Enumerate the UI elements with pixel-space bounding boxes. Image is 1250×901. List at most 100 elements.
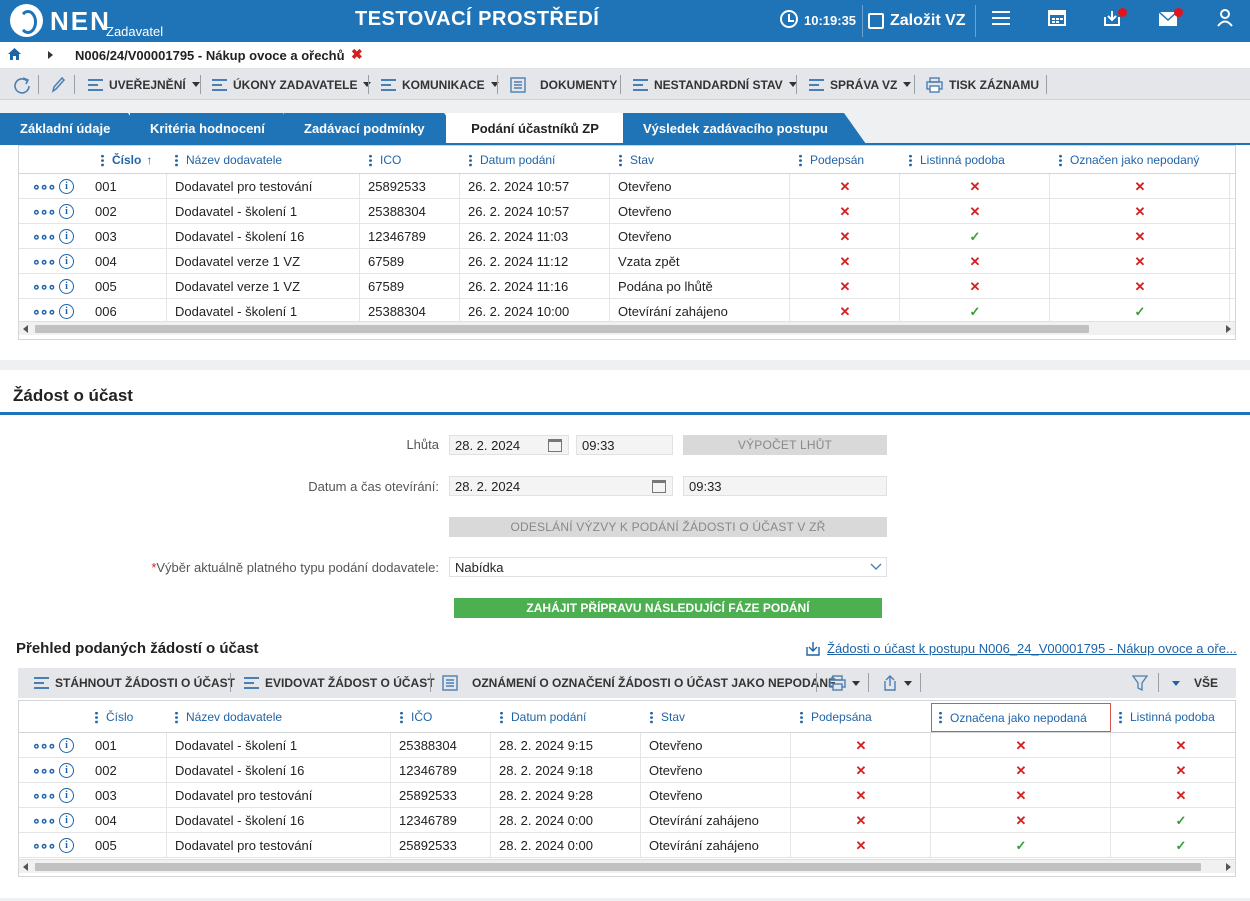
more-options-icon[interactable]: ∘∘∘ bbox=[32, 228, 56, 244]
more-options-icon[interactable]: ∘∘∘ bbox=[32, 253, 56, 269]
komunikace-menu[interactable]: KOMUNIKACE bbox=[381, 69, 499, 100]
col-stav[interactable]: Stav bbox=[619, 146, 654, 174]
logo-text[interactable]: NEN bbox=[50, 6, 111, 36]
scroll-left-icon[interactable] bbox=[23, 325, 28, 333]
table-row[interactable]: ∘∘∘ i 003 Dodavatel pro testování 25892533 28… bbox=[19, 783, 1235, 808]
user-icon[interactable] bbox=[1214, 9, 1236, 31]
scroll-right-icon[interactable] bbox=[1226, 863, 1231, 871]
info-icon[interactable]: i bbox=[59, 304, 74, 319]
col-podepsan[interactable]: Podepsán bbox=[799, 146, 864, 174]
col-cislo[interactable]: Číslo bbox=[95, 701, 133, 733]
zadosti-link[interactable]: Žádosti o účast k postupu N006_24_V00001… bbox=[827, 641, 1237, 656]
dokumenty-button[interactable]: DOKUMENTY bbox=[510, 69, 617, 100]
info-icon[interactable]: i bbox=[59, 763, 74, 778]
tab-kriteria-hodnoceni[interactable]: Kritéria hodnocení bbox=[130, 113, 305, 144]
tab-podani-ucastniku[interactable]: Podání účastníků ZP bbox=[446, 113, 624, 144]
filter-icon[interactable] bbox=[1132, 675, 1148, 691]
lhuta-time-input[interactable]: 09:33 bbox=[576, 435, 673, 455]
scroll-left-icon[interactable] bbox=[23, 863, 28, 871]
vse-menu[interactable]: VŠE bbox=[1172, 668, 1218, 698]
list-icon bbox=[244, 677, 259, 689]
home-icon[interactable] bbox=[8, 48, 21, 60]
otevirani-date-input[interactable]: 28. 2. 2024 bbox=[449, 476, 673, 496]
table-row[interactable]: ∘∘∘ i 001 Dodavatel - školení 1 25388304 28. … bbox=[19, 733, 1235, 758]
col-ico[interactable]: IČO bbox=[400, 701, 432, 733]
nen-logo-icon[interactable] bbox=[10, 4, 43, 37]
col-podepsana[interactable]: Podepsána bbox=[800, 701, 872, 733]
edit-button[interactable] bbox=[50, 69, 66, 100]
breadcrumb-item[interactable]: N006/24/V00001795 - Nákup ovoce a ořechů bbox=[75, 48, 345, 63]
more-options-icon[interactable]: ∘∘∘ bbox=[32, 203, 56, 219]
uverejneni-menu[interactable]: UVEŘEJNĚNÍ bbox=[88, 69, 200, 100]
info-icon[interactable]: i bbox=[59, 279, 74, 294]
close-icon[interactable]: ✖ bbox=[351, 46, 363, 62]
col-datum[interactable]: Datum podání bbox=[469, 146, 555, 174]
horizontal-scrollbar[interactable] bbox=[19, 859, 1235, 873]
table-row[interactable]: ∘∘∘ i 004 Dodavatel verze 1 VZ 67589 26. 2. 2… bbox=[19, 249, 1235, 274]
col-ico[interactable]: ICO bbox=[369, 146, 401, 174]
tisk-zaznamu-button[interactable]: TISK ZÁZNAMU bbox=[926, 69, 1039, 100]
vyber-typ-select[interactable]: Nabídka bbox=[449, 557, 887, 577]
table-row[interactable]: ∘∘∘ i 001 Dodavatel pro testování 25892533 26… bbox=[19, 174, 1235, 199]
info-icon[interactable]: i bbox=[59, 738, 74, 753]
info-icon[interactable]: i bbox=[59, 179, 74, 194]
more-options-icon[interactable]: ∘∘∘ bbox=[32, 737, 56, 753]
info-icon[interactable]: i bbox=[59, 254, 74, 269]
info-icon[interactable]: i bbox=[59, 204, 74, 219]
export-menu[interactable] bbox=[882, 668, 912, 698]
col-oznacena[interactable]: Označena jako nepodaná bbox=[931, 703, 1111, 732]
odeslani-vyzvy-button[interactable]: ODESLÁNÍ VÝZVY K PODÁNÍ ŽÁDOSTI O ÚČAST … bbox=[449, 517, 887, 537]
more-options-icon[interactable]: ∘∘∘ bbox=[32, 762, 56, 778]
scroll-right-icon[interactable] bbox=[1226, 325, 1231, 333]
col-cislo[interactable]: Číslo ↑ bbox=[101, 146, 152, 174]
tab-zakladni-udaje[interactable]: Základní údaje bbox=[0, 113, 150, 144]
calendar-icon[interactable] bbox=[1046, 9, 1068, 31]
table-row[interactable]: ∘∘∘ i 002 Dodavatel - školení 16 12346789 28.… bbox=[19, 758, 1235, 783]
tab-vysledek-zadavaciho-postupu[interactable]: Výsledek zadávacího postupu bbox=[623, 113, 866, 144]
tab-zadavaci-podminky[interactable]: Zadávací podmínky bbox=[284, 113, 466, 144]
table-row[interactable]: ∘∘∘ i 005 Dodavatel pro testování 25892533 28… bbox=[19, 833, 1235, 858]
info-icon[interactable]: i bbox=[59, 788, 74, 803]
ukony-zadavatele-menu[interactable]: ÚKONY ZADAVATELE bbox=[212, 69, 372, 100]
table-row[interactable]: ∘∘∘ i 003 Dodavatel - školení 16 12346789 26.… bbox=[19, 224, 1235, 249]
more-options-icon[interactable]: ∘∘∘ bbox=[32, 837, 56, 853]
table-row[interactable]: ∘∘∘ i 004 Dodavatel - školení 16 12346789 28.… bbox=[19, 808, 1235, 833]
calendar-icon[interactable] bbox=[548, 439, 562, 452]
scroll-thumb[interactable] bbox=[35, 325, 1089, 333]
evidovat-zadost-button[interactable]: EVIDOVAT ŽÁDOST O ÚČAST bbox=[244, 668, 435, 698]
stahnout-zadosti-button[interactable]: STÁHNOUT ŽÁDOSTI O ÚČAST bbox=[34, 668, 235, 698]
horizontal-scrollbar[interactable] bbox=[19, 321, 1235, 335]
sprava-vz-menu[interactable]: SPRÁVA VZ bbox=[809, 69, 912, 100]
more-options-icon[interactable]: ∘∘∘ bbox=[32, 278, 56, 294]
col-listinna[interactable]: Listinná podoba bbox=[1119, 701, 1215, 733]
otevirani-time-input[interactable]: 09:33 bbox=[683, 476, 887, 496]
print-menu[interactable] bbox=[829, 668, 860, 698]
zahajit-pripravu-button[interactable]: ZAHÁJIT PŘÍPRAVU NÁSLEDUJÍCÍ FÁZE PODÁNÍ bbox=[454, 598, 882, 618]
col-oznacen[interactable]: Označen jako nepodaný bbox=[1059, 146, 1199, 174]
col-nazev[interactable]: Název dodavatele bbox=[175, 146, 282, 174]
more-options-icon[interactable]: ∘∘∘ bbox=[32, 178, 56, 194]
more-options-icon[interactable]: ∘∘∘ bbox=[32, 303, 56, 319]
vypocet-lhut-button[interactable]: VÝPOČET LHŮT bbox=[683, 435, 887, 455]
table-row[interactable]: ∘∘∘ i 002 Dodavatel - školení 1 25388304 26. … bbox=[19, 199, 1235, 224]
more-options-icon[interactable]: ∘∘∘ bbox=[32, 812, 56, 828]
col-datum[interactable]: Datum podání bbox=[500, 701, 586, 733]
oznameni-button[interactable]: OZNÁMENÍ O OZNAČENÍ ŽÁDOSTI O ÚČAST JAKO… bbox=[442, 668, 836, 698]
info-icon[interactable]: i bbox=[59, 838, 74, 853]
col-nazev[interactable]: Název dodavatele bbox=[175, 701, 282, 733]
lhuta-date-input[interactable]: 28. 2. 2024 bbox=[449, 435, 569, 455]
inbox-icon[interactable] bbox=[1101, 9, 1123, 31]
table-row[interactable]: ∘∘∘ i 005 Dodavatel verze 1 VZ 67589 26. 2. 2… bbox=[19, 274, 1235, 299]
col-stav[interactable]: Stav bbox=[650, 701, 685, 733]
create-vz-button[interactable]: Založit VZ bbox=[868, 8, 966, 34]
scroll-thumb[interactable] bbox=[35, 863, 1201, 871]
col-listinna[interactable]: Listinná podoba bbox=[909, 146, 1005, 174]
refresh-button[interactable] bbox=[13, 69, 31, 100]
more-options-icon[interactable]: ∘∘∘ bbox=[32, 787, 56, 803]
info-icon[interactable]: i bbox=[59, 813, 74, 828]
calendar-icon[interactable] bbox=[652, 480, 666, 493]
menu-icon[interactable] bbox=[990, 9, 1012, 31]
nestandardni-stav-menu[interactable]: NESTANDARDNÍ STAV bbox=[633, 69, 797, 100]
download-icon[interactable] bbox=[805, 641, 821, 656]
info-icon[interactable]: i bbox=[59, 229, 74, 244]
